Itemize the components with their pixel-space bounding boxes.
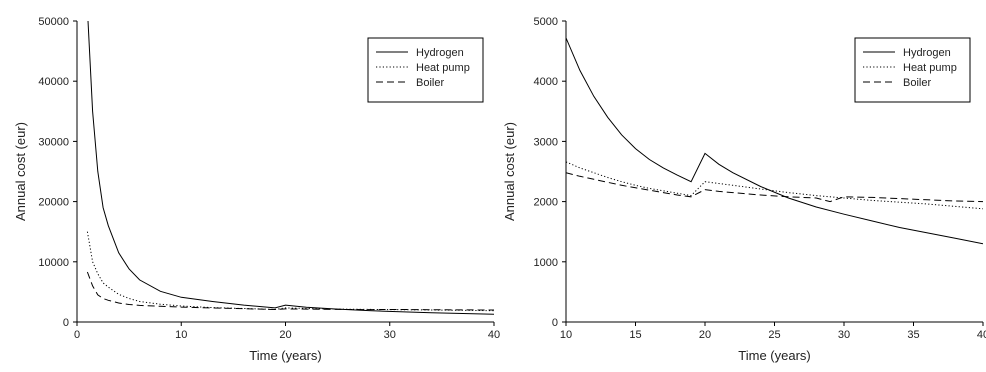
legend-label: Boiler	[903, 77, 931, 89]
y-tick-label: 1000	[534, 257, 558, 269]
legend-box	[854, 37, 971, 103]
y-tick-label: 20000	[38, 197, 69, 209]
legend: Hydrogen Heat pump Boiler	[367, 37, 484, 103]
y-tick-label: 0	[63, 317, 69, 329]
x-tick-label: 10	[560, 329, 572, 341]
x-tick-label: 0	[74, 329, 80, 341]
y-tick-label: 0	[552, 317, 558, 329]
x-tick-label: 20	[279, 329, 291, 341]
y-tick-label: 3000	[534, 136, 558, 148]
x-axis-title: Time (years)	[738, 348, 810, 363]
series-line-boiler	[566, 172, 983, 203]
y-tick-label: 5000	[534, 16, 558, 28]
x-tick-label: 40	[977, 329, 986, 341]
y-tick-label: 2000	[534, 197, 558, 209]
series-line-hydrogen	[566, 37, 983, 245]
legend-label: Boiler	[416, 77, 444, 89]
legend-box	[367, 37, 484, 103]
x-tick-label: 10	[175, 329, 187, 341]
x-tick-label: 30	[384, 329, 396, 341]
legend-label: Hydrogen	[416, 47, 464, 59]
y-tick-label: 10000	[38, 257, 69, 269]
legend-label: Heat pump	[416, 62, 470, 74]
legend-label: Heat pump	[903, 62, 957, 74]
chart-panel-1: 0 10 20 30 40 0 10000 20000 30000 40000 50000 Time …	[13, 16, 500, 363]
y-tick-label: 50000	[38, 16, 69, 28]
x-tick-label: 25	[768, 329, 780, 341]
chart-panel-2: 10 15 20 25 30 35 40 0 1000 2000 3000 4000 5000 Time …	[502, 16, 986, 363]
x-tick-label: 40	[488, 329, 500, 341]
y-tick-label: 30000	[38, 136, 69, 148]
y-axis-title: Annual cost (eur)	[502, 122, 517, 221]
series-line-hydrogen	[87, 21, 494, 315]
y-axis-title: Annual cost (eur)	[13, 122, 28, 221]
y-tick-label: 4000	[534, 76, 558, 88]
x-tick-label: 15	[629, 329, 641, 341]
series-line-heat-pump	[86, 231, 494, 312]
series-line-boiler	[86, 271, 494, 311]
legend-label: Hydrogen	[903, 47, 951, 59]
x-tick-label: 35	[907, 329, 919, 341]
x-axis-title: Time (years)	[249, 348, 321, 363]
x-tick-label: 30	[838, 329, 850, 341]
series-line-heat-pump	[566, 161, 983, 210]
y-tick-label: 40000	[38, 76, 69, 88]
legend: Hydrogen Heat pump Boiler	[854, 37, 971, 103]
x-tick-label: 20	[699, 329, 711, 341]
